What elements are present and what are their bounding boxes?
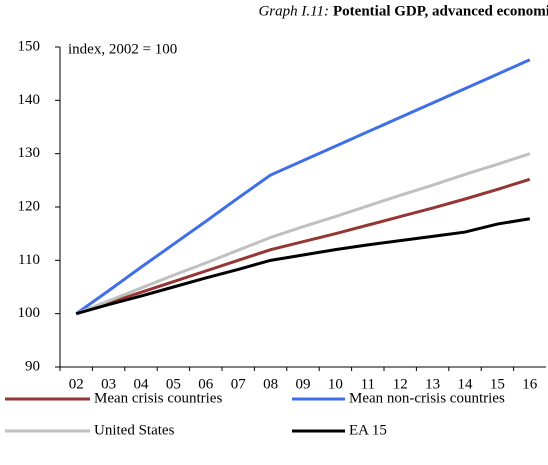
series-line — [75, 217, 531, 316]
chart-title-label: Graph I.11: — [258, 3, 329, 19]
series-line — [75, 152, 531, 316]
x-tick-label: 08 — [263, 376, 278, 392]
legend-label: Mean non-crisis countries — [349, 390, 505, 406]
series-line — [75, 177, 531, 316]
x-tick-label: 13 — [425, 376, 440, 392]
y-tick-label: 140 — [18, 92, 41, 108]
legend-label: Mean crisis countries — [94, 390, 222, 406]
y-tick-label: 100 — [18, 305, 41, 321]
x-tick-label: 10 — [328, 376, 343, 392]
x-tick-label: 02 — [69, 376, 84, 392]
y-tick-label: 120 — [18, 198, 41, 214]
y-tick-label: 90 — [25, 358, 40, 374]
x-tick-label: 11 — [361, 376, 375, 392]
x-tick-label: 04 — [134, 376, 150, 392]
chart-title: Potential GDP, advanced economies — [333, 3, 548, 19]
x-tick-label: 05 — [166, 376, 181, 392]
y-tick-label: 110 — [18, 252, 40, 268]
legend-label: United States — [94, 422, 175, 438]
legend-label: EA 15 — [349, 422, 387, 438]
x-tick-label: 12 — [393, 376, 408, 392]
x-tick-label: 03 — [101, 376, 116, 392]
x-tick-label: 07 — [231, 376, 247, 392]
x-tick-label: 16 — [522, 376, 538, 392]
x-tick-label: 14 — [458, 376, 474, 392]
y-tick-label: 150 — [18, 38, 41, 54]
x-tick-label: 09 — [296, 376, 311, 392]
y-tick-label: 130 — [18, 145, 41, 161]
x-tick-label: 06 — [198, 376, 214, 392]
series-line — [75, 58, 531, 315]
x-tick-label: 15 — [490, 376, 505, 392]
axis-annotation: index, 2002 = 100 — [68, 41, 177, 57]
